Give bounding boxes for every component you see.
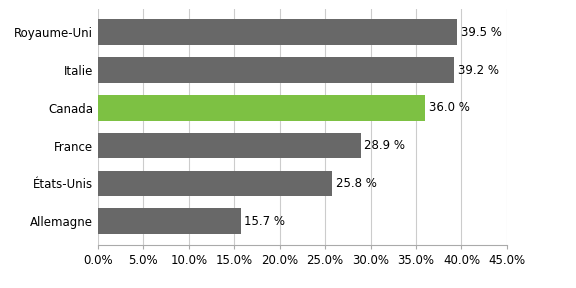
Bar xyxy=(98,170,332,196)
Bar xyxy=(98,133,361,158)
Text: 39.5 %: 39.5 % xyxy=(461,26,501,39)
Bar xyxy=(98,19,457,45)
Text: 36.0 %: 36.0 % xyxy=(429,101,469,114)
Text: 15.7 %: 15.7 % xyxy=(244,215,285,228)
Bar xyxy=(98,95,425,121)
Text: 39.2 %: 39.2 % xyxy=(458,64,499,77)
Text: 28.9 %: 28.9 % xyxy=(364,139,405,152)
Bar xyxy=(98,208,241,234)
Bar xyxy=(98,57,454,83)
Text: 25.8 %: 25.8 % xyxy=(336,177,377,190)
